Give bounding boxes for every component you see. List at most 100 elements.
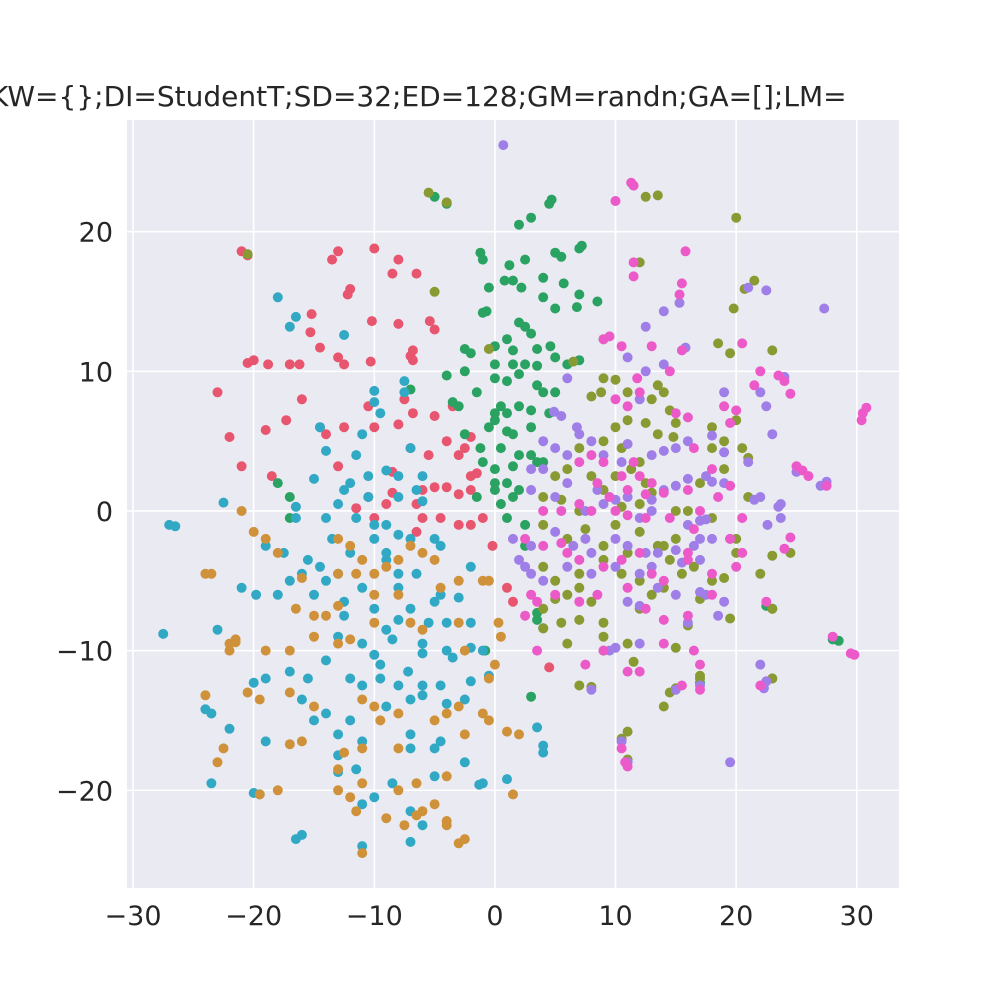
scatter-point <box>417 690 428 701</box>
scatter-point <box>475 443 486 454</box>
scatter-point <box>622 666 633 677</box>
scatter-point <box>333 764 344 775</box>
scatter-point <box>393 318 404 329</box>
scatter-point <box>489 485 500 495</box>
scatter-point <box>556 538 567 549</box>
scatter-point <box>296 573 307 583</box>
scatter-point <box>236 582 247 593</box>
scatter-point <box>272 478 283 489</box>
scatter-point <box>405 743 416 754</box>
scatter-point <box>574 457 585 468</box>
scatter-point <box>568 540 579 551</box>
scatter-point <box>447 397 458 408</box>
scatter-point <box>628 656 639 667</box>
scatter-point <box>538 519 549 530</box>
scatter-point <box>393 680 404 691</box>
scatter-point <box>417 820 428 831</box>
scatter-point <box>453 519 464 530</box>
y-axis-ticks: −20 −10 0 10 20 <box>56 218 113 808</box>
scatter-point <box>284 666 295 677</box>
scatter-point <box>345 634 356 645</box>
scatter-point <box>508 789 518 800</box>
scatter-point <box>592 589 603 600</box>
scatter-point <box>453 701 464 712</box>
scatter-point <box>646 394 657 405</box>
scatter-point <box>345 792 356 803</box>
scatter-point <box>827 631 838 642</box>
scatter-point <box>351 513 362 523</box>
scatter-point <box>604 492 615 502</box>
scatter-point <box>622 415 633 426</box>
scatter-point <box>755 568 766 579</box>
scatter-point <box>550 443 561 454</box>
scatter-point <box>767 345 778 356</box>
scatter-point <box>369 243 380 254</box>
series-5 <box>498 140 832 768</box>
scatter-point <box>393 614 404 625</box>
scatter-point <box>538 540 549 551</box>
scatter-point <box>598 631 609 642</box>
scatter-point <box>417 547 428 558</box>
scatter-point <box>622 540 633 551</box>
scatter-point <box>719 447 730 458</box>
scatter-point <box>272 785 283 796</box>
scatter-point <box>676 680 687 691</box>
scatter-point <box>682 610 693 621</box>
scatter-point <box>224 723 235 734</box>
scatter-point <box>707 430 717 441</box>
scatter-point <box>236 461 247 472</box>
scatter-point <box>502 726 512 737</box>
scatter-point <box>447 652 458 663</box>
chart-title: KW={};DI=StudentT;SD=32;ED=128;GM=randn;… <box>0 80 1000 120</box>
scatter-point <box>305 327 316 338</box>
scatter-point <box>411 568 422 579</box>
scatter-point <box>676 345 687 356</box>
scatter-point <box>755 680 766 691</box>
scatter-point <box>435 736 446 747</box>
scatter-point <box>526 405 537 416</box>
scatter-point <box>628 180 639 191</box>
scatter-point <box>713 338 724 349</box>
scatter-point <box>260 425 271 435</box>
scatter-point <box>538 292 549 303</box>
scatter-point <box>538 436 549 447</box>
scatter-point <box>688 540 699 551</box>
scatter-point <box>471 387 482 398</box>
scatter-point <box>538 575 549 586</box>
scatter-point <box>695 506 705 516</box>
scatter-point <box>688 645 699 656</box>
scatter-point <box>441 482 452 493</box>
scatter-point <box>260 736 271 747</box>
scatter-point <box>381 547 392 558</box>
x-axis-ticks: −30 −20 −10 0 10 20 30 <box>105 901 874 932</box>
scatter-point <box>369 397 380 408</box>
scatter-point <box>357 429 368 440</box>
series-3 <box>200 506 524 859</box>
scatter-point <box>489 464 500 475</box>
scatter-point <box>652 429 663 440</box>
scatter-point <box>345 547 356 558</box>
scatter-point <box>441 708 452 719</box>
scatter-point <box>493 617 504 628</box>
scatter-point <box>423 187 434 198</box>
scatter-point <box>309 715 319 726</box>
scatter-point <box>574 499 585 509</box>
scatter-point <box>242 249 253 260</box>
scatter-point <box>634 568 645 579</box>
scatter-point <box>731 212 742 223</box>
scatter-point <box>628 257 639 268</box>
scatter-point <box>345 540 356 551</box>
scatter-point <box>369 568 380 579</box>
scatter-point <box>393 529 404 540</box>
scatter-point <box>424 316 435 327</box>
scatter-point <box>682 506 693 516</box>
scatter-point <box>290 501 301 512</box>
scatter-point <box>610 422 621 433</box>
scatter-point <box>407 408 418 419</box>
scatter-point <box>263 359 274 370</box>
scatter-point <box>514 554 524 565</box>
scatter-point <box>550 387 561 398</box>
scatter-point <box>315 342 325 353</box>
scatter-point <box>272 547 283 558</box>
scatter-point <box>670 443 681 454</box>
